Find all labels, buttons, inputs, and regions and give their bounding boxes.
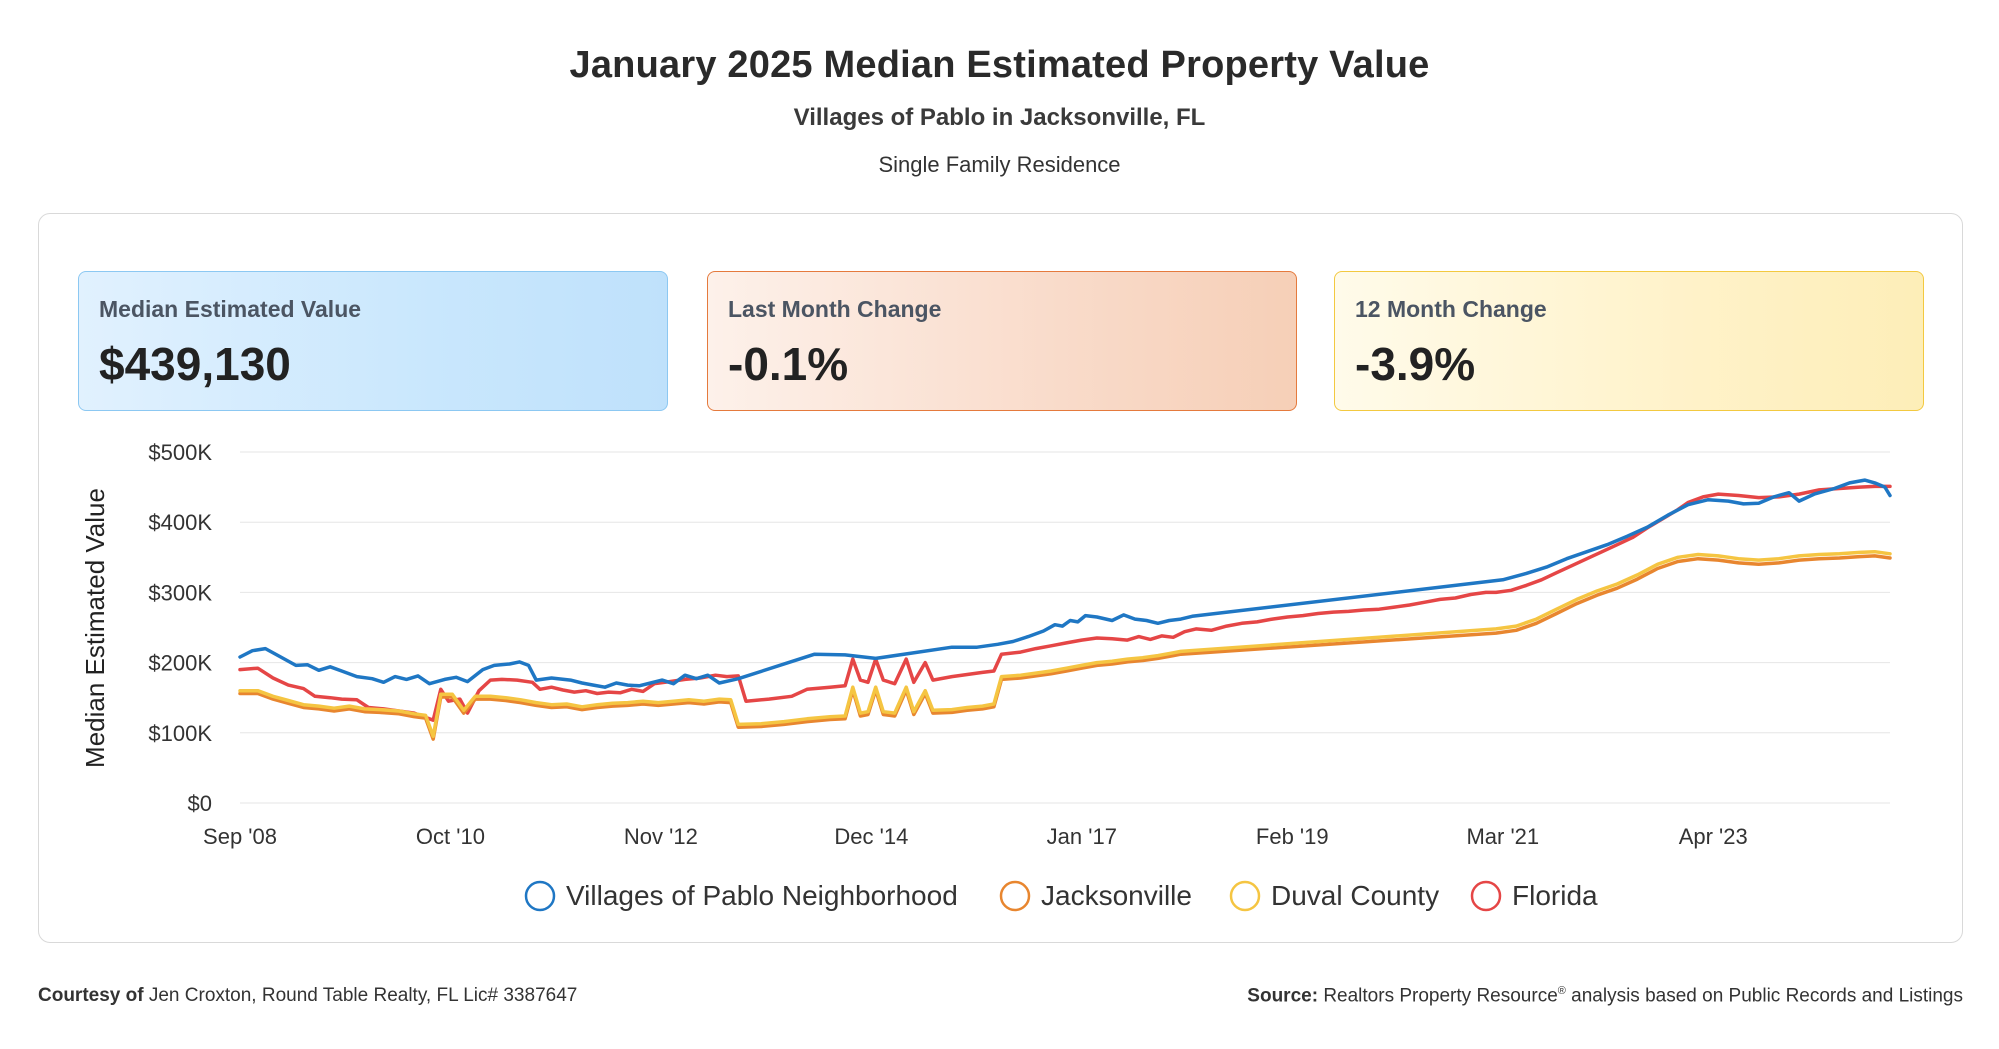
- series-florida: [238, 484, 1892, 722]
- source-text-2: analysis based on Public Records and Lis…: [1571, 985, 1963, 1007]
- last-month-change-card: Last Month Change -0.1%: [707, 271, 1297, 411]
- x-tick-label: Mar '21: [1466, 824, 1539, 849]
- series-jacksonville: [238, 554, 1892, 741]
- card-value: -0.1%: [728, 338, 849, 390]
- y-axis-label: Median Estimated Value: [80, 488, 110, 768]
- x-tick-label: Oct '10: [416, 824, 485, 849]
- source-label: Source:: [1247, 985, 1319, 1007]
- source-text: Realtors Property Resource: [1323, 985, 1558, 1007]
- card-value: -3.9%: [1355, 338, 1476, 390]
- y-tick-label: $0: [188, 791, 212, 816]
- card-label: Last Month Change: [728, 296, 942, 322]
- courtesy-label: Courtesy of: [38, 985, 144, 1006]
- legend-neighborhood-label: Villages of Pablo Neighborhood: [566, 880, 958, 911]
- y-tick-label: $200K: [148, 651, 212, 676]
- median-value-card: Median Estimated Value $439,130: [78, 271, 668, 411]
- y-tick-label: $100K: [148, 721, 212, 746]
- series-neighborhood: [238, 478, 1892, 689]
- y-tick-label: $300K: [148, 580, 212, 605]
- x-tick-label: Feb '19: [1256, 824, 1329, 849]
- legend-neighborhood-marker: [524, 880, 556, 912]
- x-tick-label: Dec '14: [834, 824, 908, 849]
- source-note: Source: Realtors Property Resource® anal…: [1247, 985, 1963, 1007]
- courtesy-note: Courtesy of Jen Croxton, Round Table Rea…: [38, 985, 577, 1007]
- legend-duval-marker: [1229, 880, 1261, 912]
- x-tick-label: Apr '23: [1679, 824, 1748, 849]
- legend-florida-label: Florida: [1512, 880, 1598, 911]
- x-tick-label: Nov '12: [624, 824, 698, 849]
- legend-duval-label: Duval County: [1271, 880, 1439, 911]
- legend-jacksonville-label: Jacksonville: [1041, 880, 1192, 911]
- registered-mark: ®: [1557, 985, 1566, 997]
- y-tick-label: $400K: [148, 510, 212, 535]
- card-label: 12 Month Change: [1355, 296, 1547, 322]
- series-duval: [238, 549, 1892, 739]
- twelve-month-change-card: 12 Month Change -3.9%: [1334, 271, 1924, 411]
- card-label: Median Estimated Value: [99, 296, 362, 322]
- courtesy-text: Jen Croxton, Round Table Realty, FL Lic#…: [148, 985, 578, 1006]
- chart-title: January 2025 Median Estimated Property V…: [569, 44, 1430, 86]
- property-type: Single Family Residence: [878, 152, 1121, 177]
- y-tick-label: $500K: [148, 440, 212, 465]
- legend-florida-marker: [1470, 880, 1502, 912]
- x-tick-label: Sep '08: [203, 824, 277, 849]
- legend-jacksonville-marker: [999, 880, 1031, 912]
- x-tick-label: Jan '17: [1047, 824, 1117, 849]
- chart-subtitle: Villages of Pablo in Jacksonville, FL: [793, 104, 1206, 131]
- card-value: $439,130: [99, 338, 291, 390]
